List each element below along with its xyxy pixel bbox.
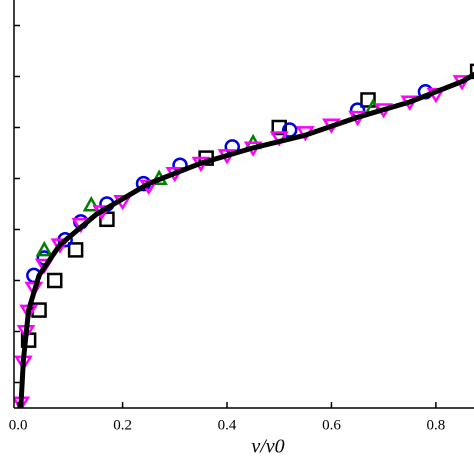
marker [46, 272, 63, 289]
x-tick-label: 0.2 [113, 417, 132, 433]
marker [67, 242, 84, 258]
marker [35, 240, 53, 257]
marker [271, 119, 287, 136]
marker [469, 63, 474, 80]
fit-curve [18, 71, 474, 408]
marker [50, 238, 70, 254]
marker [99, 211, 115, 228]
x-axis-label: v/v0 [251, 436, 284, 458]
x-tick-label: 0.4 [218, 417, 237, 433]
marker [82, 195, 100, 212]
x-tick-label: 0.8 [427, 417, 446, 433]
x-tick-label: 0.0 [9, 417, 28, 433]
marker [360, 92, 376, 108]
x-tick-label: 0.6 [322, 417, 341, 433]
plot-area [14, 63, 474, 408]
